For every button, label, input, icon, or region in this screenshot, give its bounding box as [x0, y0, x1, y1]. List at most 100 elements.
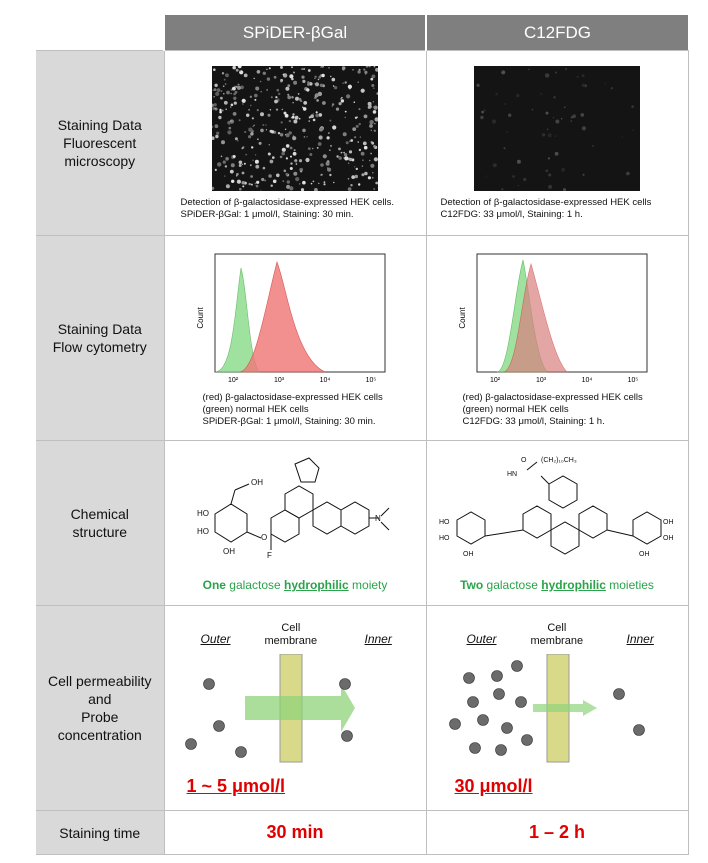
- cell-speck: [220, 155, 223, 157]
- cell-speck: [347, 186, 352, 191]
- cell-speck: [544, 72, 550, 78]
- cell-speck: [320, 162, 324, 167]
- probe-molecule: [340, 730, 353, 742]
- header-spider: SPiDER-βGal: [163, 15, 426, 51]
- cell-speck: [307, 146, 311, 150]
- cell-speck: [310, 182, 313, 184]
- cell-speck: [374, 122, 376, 124]
- flow-green-peak: [214, 267, 260, 373]
- cell-speck: [250, 131, 254, 136]
- cell-speck: [309, 81, 312, 84]
- cell-speck: [254, 153, 257, 156]
- cell-speck: [371, 74, 376, 78]
- cell-speck: [531, 108, 534, 110]
- cell-speck: [358, 122, 361, 125]
- cell-speck: [364, 70, 368, 74]
- cell-speck: [340, 98, 345, 103]
- cell-speck: [280, 120, 283, 124]
- cell-speck: [248, 108, 250, 111]
- membrane-label: Cell membrane: [531, 622, 584, 648]
- label-line: Flow cytometry: [52, 339, 147, 355]
- cell-speck: [213, 67, 216, 71]
- cell-speck: [364, 171, 368, 175]
- caption-line: (green) normal HEK cells: [202, 404, 309, 415]
- cell-speck: [287, 95, 292, 99]
- flow-tick: 10²: [228, 377, 239, 384]
- cell-speck: [250, 104, 252, 106]
- cell-speck: [330, 75, 332, 77]
- cell-speck: [243, 73, 248, 77]
- cell-speck: [307, 82, 310, 86]
- cell-speck: [548, 184, 553, 189]
- cell-speck: [369, 123, 373, 128]
- cell-speck: [231, 179, 235, 183]
- cell-speck: [289, 166, 293, 170]
- cell-speck: [225, 183, 230, 188]
- cell-speck: [360, 88, 365, 93]
- cell-speck: [212, 186, 215, 190]
- cell-speck: [348, 157, 353, 161]
- cell-speck: [218, 115, 222, 119]
- cell-speck: [215, 91, 220, 96]
- cell-speck: [370, 152, 372, 154]
- cell-speck: [289, 146, 293, 149]
- cell-speck: [254, 182, 257, 184]
- cell-speck: [213, 102, 217, 106]
- caption-line: C12FDG: 33 μmol/l, Staining: 1 h.: [440, 208, 583, 220]
- probe-molecule: [500, 722, 513, 734]
- cell-speck: [492, 162, 497, 167]
- flow-tick: 10³: [536, 377, 547, 384]
- cell-speck: [291, 115, 295, 119]
- cell-speck: [249, 95, 253, 98]
- caption-line: (green) normal HEK cells: [462, 404, 569, 415]
- row-label-flow: Staining Data Flow cytometry: [36, 235, 164, 441]
- cell-speck: [236, 172, 239, 175]
- cell-speck: [552, 116, 554, 118]
- cell-speck: [528, 68, 530, 70]
- atom-label: HO: [197, 509, 209, 518]
- cell-speck: [293, 119, 298, 123]
- probe-molecule: [476, 714, 489, 726]
- spider-flow-histogram: Count 10² 10³ 10⁴ 10⁵: [196, 253, 386, 384]
- c12-staining-time: 1 – 2 h: [425, 810, 689, 855]
- row-label-time: Staining time: [36, 810, 164, 855]
- cell-speck: [281, 108, 284, 110]
- cell-speck: [229, 169, 234, 173]
- cell-speck: [350, 183, 353, 186]
- cell-speck: [282, 73, 285, 75]
- cell-speck: [361, 172, 365, 176]
- cell-speck: [581, 73, 585, 77]
- cell-speck: [284, 113, 289, 118]
- cell-speck: [302, 79, 306, 83]
- cell-speck: [237, 65, 242, 68]
- cell-speck: [267, 152, 271, 155]
- cell-speck: [226, 90, 230, 94]
- cell-speck: [280, 132, 283, 135]
- membrane-label: Cell membrane: [265, 622, 318, 648]
- cell-speck: [503, 146, 506, 149]
- cell-speck: [268, 66, 271, 69]
- outer-label: Outer: [200, 632, 231, 646]
- cell-speck: [582, 173, 585, 176]
- cell-speck: [255, 86, 260, 90]
- cell-speck: [245, 153, 248, 155]
- cell-speck: [555, 119, 560, 123]
- cell-speck: [320, 173, 322, 176]
- moiety-hydrophilic: hydrophilic: [284, 578, 349, 592]
- row-permeability: Cell permeability and Probe concentratio…: [36, 605, 689, 811]
- probe-molecule: [462, 672, 475, 684]
- cell-speck: [297, 92, 300, 95]
- cell-speck: [547, 132, 552, 137]
- cell-speck: [331, 104, 333, 107]
- cell-speck: [372, 171, 374, 173]
- comparison-table-wrapper: SPiDER-βGal C12FDG Staining Data Fluores…: [36, 15, 689, 855]
- cell-speck: [362, 141, 367, 145]
- cell-speck: [346, 93, 351, 98]
- spider-permeability-diagram: [184, 654, 355, 763]
- cell-speck: [295, 176, 300, 181]
- cell-speck: [214, 168, 217, 171]
- row-label-fluorescent: Staining Data Fluorescent microscopy: [36, 50, 164, 236]
- cell-speck: [347, 177, 350, 180]
- flow-tick: 10⁵: [628, 377, 639, 384]
- cell-speck: [308, 119, 310, 122]
